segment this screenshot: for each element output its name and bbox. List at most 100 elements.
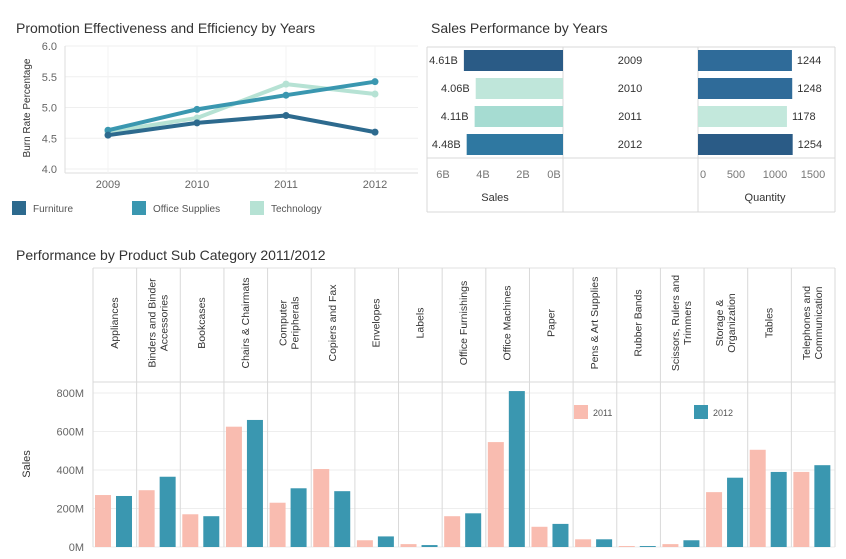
bar-2012 xyxy=(639,546,656,547)
category-label: Communication xyxy=(813,286,825,359)
data-point xyxy=(371,78,379,86)
year-label: 2010 xyxy=(618,83,642,95)
quantity-value-label: 1248 xyxy=(797,83,821,95)
x-tick-label: 2009 xyxy=(96,179,120,191)
category-label: Office Machines xyxy=(502,285,514,360)
quantity-axis-tick: 500 xyxy=(727,169,745,181)
legend-label: 2012 xyxy=(713,408,733,418)
quantity-axis-title: Quantity xyxy=(745,192,786,204)
category-label: Binders and Binder xyxy=(146,278,158,368)
y-tick-label: 0M xyxy=(69,542,84,554)
bar-2011 xyxy=(531,526,548,547)
y-tick-label: 4.0 xyxy=(42,164,57,176)
sales-bar xyxy=(475,78,563,99)
y-tick-label: 600M xyxy=(56,427,84,439)
bar-2011 xyxy=(225,426,242,547)
y-tick-label: 4.5 xyxy=(42,133,57,145)
data-point xyxy=(104,126,112,134)
data-point xyxy=(193,105,201,113)
legend-swatch xyxy=(132,201,146,215)
bar-2012 xyxy=(508,391,525,547)
quantity-axis-tick: 1500 xyxy=(801,169,825,181)
data-point xyxy=(282,80,290,88)
bar-2012 xyxy=(246,419,263,547)
sales-bar xyxy=(463,50,563,71)
legend-swatch xyxy=(12,201,26,215)
category-label: Trimmers xyxy=(682,301,694,345)
bar-2011 xyxy=(793,471,810,547)
category-label: Scissors, Rulers and xyxy=(670,275,682,371)
data-point xyxy=(371,128,379,136)
category-label: Tables xyxy=(764,308,776,338)
category-label: Accessories xyxy=(158,295,170,352)
bar-2012 xyxy=(683,540,700,547)
category-label: Appliances xyxy=(109,297,121,348)
year-label: 2011 xyxy=(618,111,642,123)
sales-axis-tick: 4B xyxy=(476,169,489,181)
legend-label: 2011 xyxy=(593,408,612,418)
bar-2012 xyxy=(727,477,744,547)
quantity-bar xyxy=(698,134,793,155)
data-point xyxy=(282,91,290,99)
sales-axis-title: Sales xyxy=(481,192,509,204)
data-point xyxy=(371,90,379,98)
bar-2012 xyxy=(596,539,613,547)
x-tick-label: 2011 xyxy=(274,179,298,191)
quantity-bar xyxy=(698,78,793,99)
bar-2011 xyxy=(575,539,592,547)
category-label: Computer xyxy=(277,299,289,346)
quantity-bar xyxy=(698,50,792,71)
bar-2011 xyxy=(269,502,286,547)
legend-label: Office Supplies xyxy=(153,204,220,215)
bar-2012 xyxy=(116,495,132,547)
y-axis-title: Burn Rate Percentage xyxy=(22,58,33,157)
data-point xyxy=(104,131,112,139)
subcategory-chart-title: Performance by Product Sub Category 2011… xyxy=(16,247,326,263)
category-label: Envelopes xyxy=(371,298,383,347)
sales-bar xyxy=(466,134,563,155)
category-label: Storage & xyxy=(714,300,726,347)
sales-value-label: 4.48B xyxy=(432,139,461,151)
y-tick-label: 6.0 xyxy=(42,41,57,53)
bar-2012 xyxy=(377,536,394,547)
category-label: Pens & Art Supplies xyxy=(589,277,601,370)
quantity-value-label: 1244 xyxy=(797,55,821,67)
bar-2012 xyxy=(159,476,176,547)
y-tick-label: 5.0 xyxy=(42,103,57,115)
category-label: Chairs & Chairmats xyxy=(240,277,252,368)
bar-2011 xyxy=(95,495,111,547)
quantity-value-label: 1178 xyxy=(792,111,816,123)
sales-axis-tick: 0B xyxy=(547,169,560,181)
quantity-value-label: 1254 xyxy=(798,139,822,151)
sales-axis-tick: 6B xyxy=(436,169,449,181)
y-tick-label: 5.5 xyxy=(42,72,57,84)
year-label: 2009 xyxy=(618,55,642,67)
quantity-axis-tick: 1000 xyxy=(763,169,787,181)
bar-2011 xyxy=(618,546,635,547)
y-tick-label: 200M xyxy=(56,504,84,516)
legend-swatch xyxy=(250,201,264,215)
category-label: Bookcases xyxy=(196,297,208,348)
bar-2012 xyxy=(290,488,307,547)
bar-2011 xyxy=(444,516,461,547)
series-line-office-supplies xyxy=(107,79,376,133)
category-label: Organization xyxy=(726,293,738,353)
x-tick-label: 2012 xyxy=(363,179,387,191)
sales-value-label: 4.61B xyxy=(429,55,458,67)
sales-value-label: 4.06B xyxy=(441,83,470,95)
quantity-axis-tick: 0 xyxy=(700,169,706,181)
bar-2011 xyxy=(138,490,155,547)
y-tick-label: 400M xyxy=(56,465,84,477)
bar-2011 xyxy=(356,540,373,547)
sales-chart-title: Sales Performance by Years xyxy=(431,20,608,36)
bar-2012 xyxy=(814,465,831,547)
legend-label: Technology xyxy=(271,204,322,215)
bar-2012 xyxy=(552,523,569,547)
y-axis-title: Sales xyxy=(21,450,33,478)
legend-swatch-2012 xyxy=(694,405,708,419)
bar-2011 xyxy=(487,442,504,547)
bar-2011 xyxy=(706,492,723,547)
legend-label: Furniture xyxy=(33,204,73,215)
y-tick-label: 800M xyxy=(56,388,84,400)
promotion-chart-title: Promotion Effectiveness and Efficiency b… xyxy=(16,20,316,36)
